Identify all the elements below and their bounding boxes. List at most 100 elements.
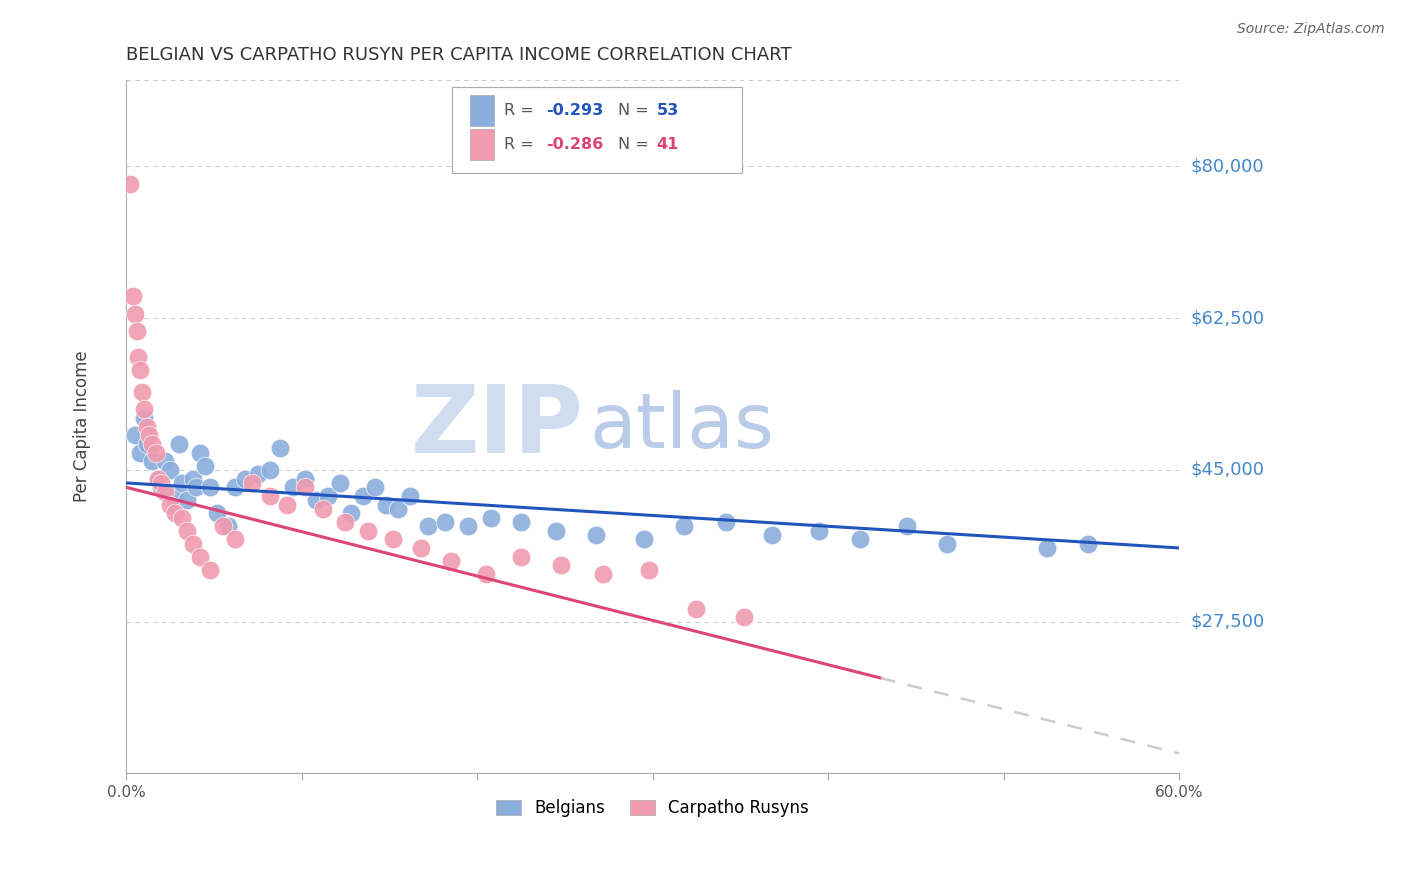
Point: [181, 472, 204, 486]
Point: [294, 480, 316, 494]
Point: [118, 177, 141, 191]
Point: [165, 506, 187, 520]
Point: [188, 549, 211, 564]
Point: [132, 410, 155, 425]
Point: [122, 289, 145, 303]
Point: [311, 502, 333, 516]
Point: [217, 519, 239, 533]
Point: [633, 533, 655, 547]
Point: [673, 519, 696, 533]
Text: 41: 41: [657, 136, 679, 152]
Point: [387, 502, 409, 516]
Point: [457, 519, 479, 533]
Point: [1036, 541, 1059, 555]
Text: Per Capita Income: Per Capita Income: [73, 351, 91, 502]
Text: BELGIAN VS CARPATHO RUSYN PER CAPITA INCOME CORRELATION CHART: BELGIAN VS CARPATHO RUSYN PER CAPITA INC…: [127, 46, 792, 64]
Point: [146, 472, 169, 486]
Point: [269, 441, 291, 455]
Point: [176, 524, 198, 538]
Legend: Belgians, Carpatho Rusyns: Belgians, Carpatho Rusyns: [489, 793, 815, 824]
Text: ZIP: ZIP: [411, 381, 583, 473]
Point: [276, 498, 298, 512]
Text: N =: N =: [617, 103, 654, 119]
Point: [1077, 536, 1099, 550]
Point: [145, 445, 167, 459]
Text: R =: R =: [505, 103, 538, 119]
Point: [172, 510, 194, 524]
Point: [294, 472, 316, 486]
Point: [352, 489, 374, 503]
Point: [364, 480, 387, 494]
Point: [685, 601, 707, 615]
Point: [141, 437, 163, 451]
Point: [335, 515, 357, 529]
Point: [733, 610, 755, 624]
Text: $62,500: $62,500: [1191, 310, 1264, 327]
Point: [240, 475, 263, 490]
Point: [585, 528, 607, 542]
Point: [186, 480, 208, 494]
Point: [224, 480, 246, 494]
Point: [188, 445, 211, 459]
Point: [509, 515, 531, 529]
Point: [132, 402, 155, 417]
Point: [281, 480, 304, 494]
Point: [374, 498, 396, 512]
Point: [399, 489, 422, 503]
Point: [638, 563, 661, 577]
FancyBboxPatch shape: [453, 87, 742, 173]
Text: -0.293: -0.293: [546, 103, 603, 119]
Point: [808, 524, 831, 538]
Point: [357, 524, 380, 538]
Text: -0.286: -0.286: [546, 136, 603, 152]
Point: [479, 510, 502, 524]
Point: [304, 493, 326, 508]
Point: [129, 445, 152, 459]
Point: [207, 506, 229, 520]
Text: N =: N =: [617, 136, 654, 152]
Point: [235, 472, 257, 486]
Point: [381, 533, 404, 547]
Point: [146, 472, 169, 486]
Point: [138, 428, 160, 442]
Point: [159, 498, 181, 512]
Point: [165, 489, 187, 503]
Text: R =: R =: [505, 136, 538, 152]
Point: [316, 489, 339, 503]
Point: [761, 528, 783, 542]
Text: atlas: atlas: [589, 390, 775, 464]
Text: 53: 53: [657, 103, 679, 119]
Point: [153, 484, 176, 499]
Point: [124, 307, 146, 321]
Point: [848, 533, 870, 547]
Point: [259, 489, 281, 503]
Point: [224, 533, 246, 547]
Point: [159, 463, 181, 477]
Point: [172, 475, 194, 490]
Point: [150, 480, 173, 494]
Point: [246, 467, 269, 482]
Point: [194, 458, 217, 473]
Point: [475, 566, 498, 581]
Point: [339, 506, 361, 520]
Point: [176, 493, 198, 508]
Point: [200, 563, 222, 577]
Text: $45,000: $45,000: [1191, 461, 1264, 479]
Point: [125, 324, 148, 338]
Point: [136, 419, 159, 434]
Point: [181, 536, 204, 550]
Point: [550, 558, 572, 573]
Point: [434, 515, 457, 529]
Point: [896, 519, 918, 533]
Bar: [471, 128, 494, 160]
Point: [592, 566, 614, 581]
Point: [127, 350, 149, 364]
Point: [150, 475, 173, 490]
Point: [416, 519, 439, 533]
Point: [259, 463, 281, 477]
Point: [200, 480, 222, 494]
Point: [509, 549, 531, 564]
Point: [141, 454, 163, 468]
Point: [153, 454, 176, 468]
Point: [131, 384, 153, 399]
